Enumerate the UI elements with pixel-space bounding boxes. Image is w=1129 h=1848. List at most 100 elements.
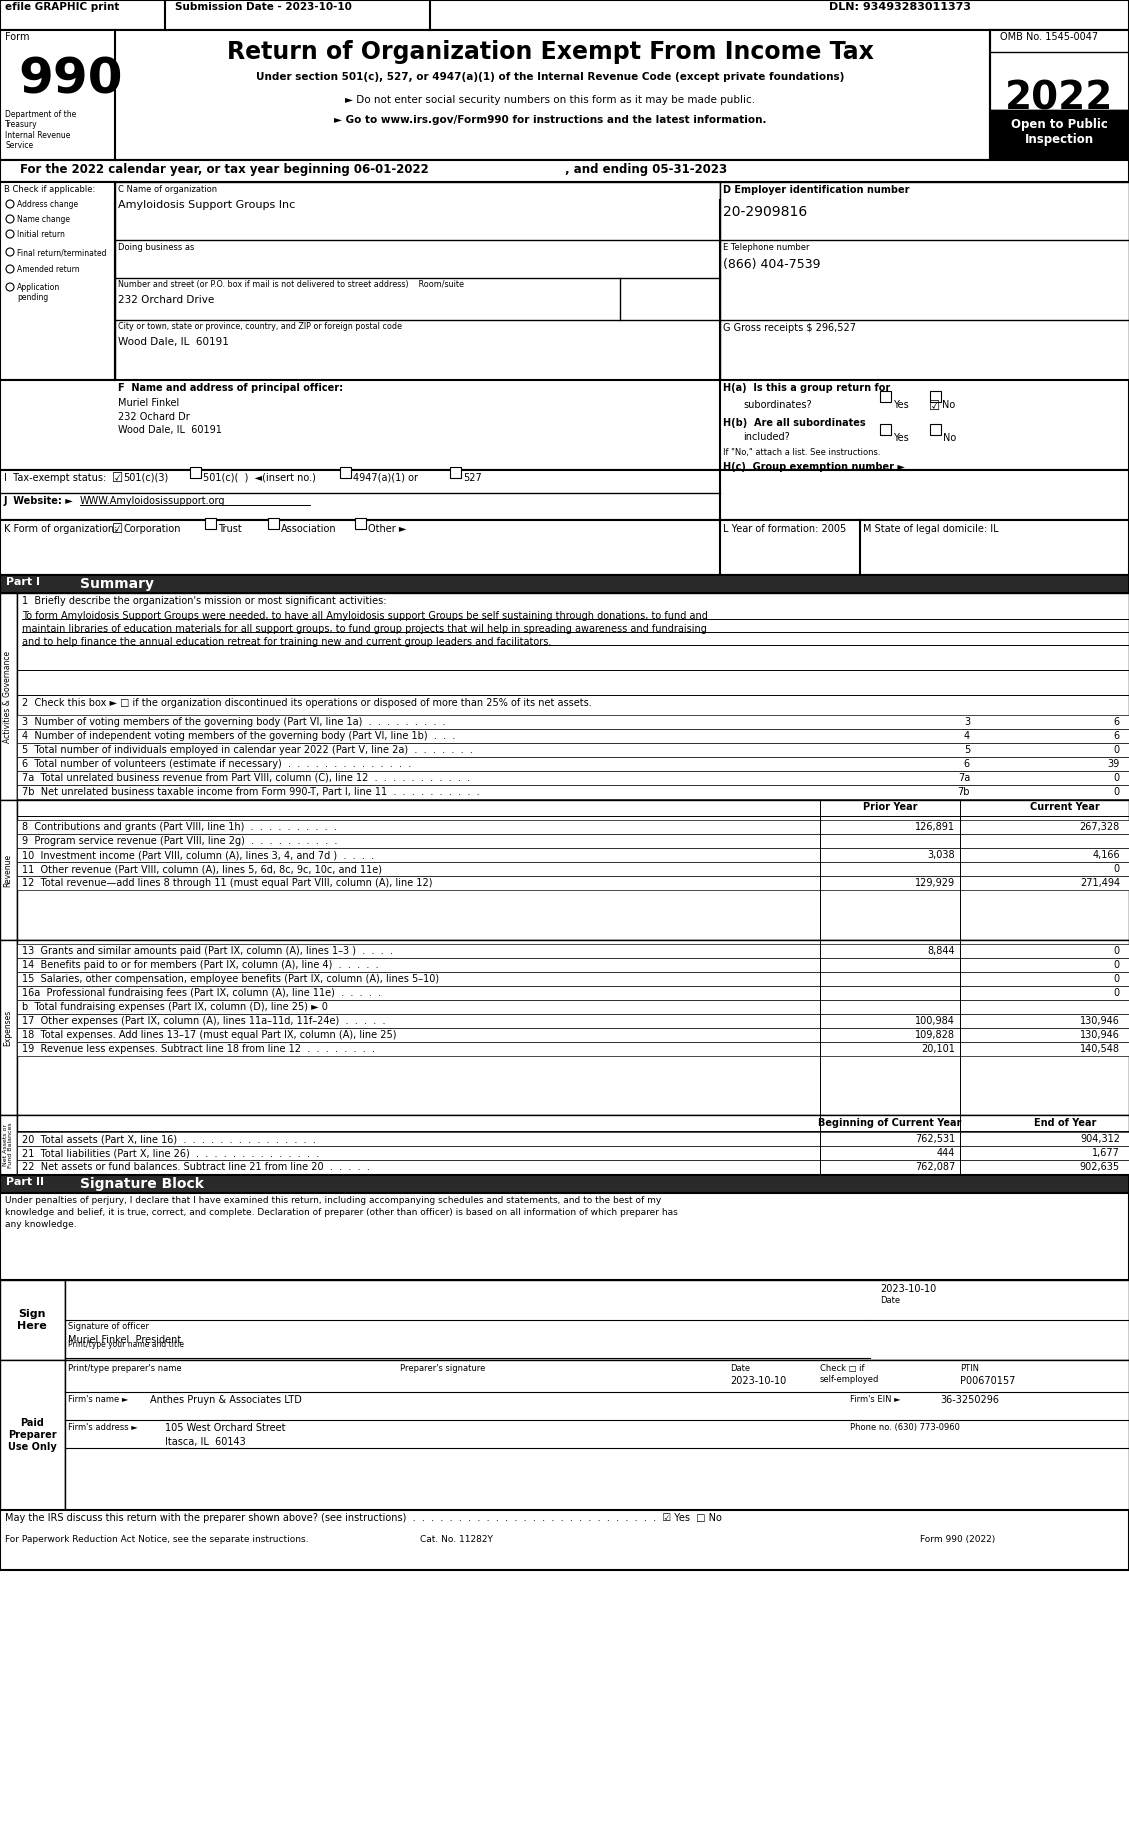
- Bar: [65, 1281, 1129, 1360]
- Text: 232 Ochard Dr: 232 Ochard Dr: [119, 412, 190, 421]
- Text: 7a  Total unrelated business revenue from Part VIII, column (C), line 12  .  .  : 7a Total unrelated business revenue from…: [21, 772, 470, 784]
- Text: Wood Dale, IL  60191: Wood Dale, IL 60191: [119, 425, 222, 434]
- Text: 21  Total liabilities (Part X, line 26)  .  .  .  .  .  .  .  .  .  .  .  .  .  : 21 Total liabilities (Part X, line 26) .…: [21, 1148, 320, 1159]
- Text: 1,677: 1,677: [1092, 1148, 1120, 1159]
- Text: 16a  Professional fundraising fees (Part IX, column (A), line 11e)  .  .  .  .  : 16a Professional fundraising fees (Part …: [21, 989, 382, 998]
- Text: 12  Total revenue—add lines 8 through 11 (must equal Part VIII, column (A), line: 12 Total revenue—add lines 8 through 11 …: [21, 878, 432, 889]
- Bar: [990, 30, 1129, 161]
- Text: E Telephone number: E Telephone number: [723, 242, 809, 251]
- Text: 0: 0: [1114, 946, 1120, 955]
- Text: G Gross receipts $ 296,527: G Gross receipts $ 296,527: [723, 323, 856, 333]
- Text: Muriel Finkel  President: Muriel Finkel President: [68, 1334, 182, 1345]
- Text: End of Year: End of Year: [1034, 1118, 1096, 1127]
- Text: PTIN: PTIN: [960, 1364, 979, 1373]
- Text: 9  Program service revenue (Part VIII, line 2g)  .  .  .  .  .  .  .  .  .  .: 9 Program service revenue (Part VIII, li…: [21, 835, 338, 846]
- Text: 990: 990: [18, 55, 123, 103]
- Bar: [17, 821, 1129, 833]
- Bar: [0, 941, 17, 1114]
- Text: 130,946: 130,946: [1080, 1016, 1120, 1026]
- Bar: [65, 1360, 1129, 1510]
- Bar: [17, 972, 1129, 987]
- Text: Beginning of Current Year: Beginning of Current Year: [819, 1118, 962, 1127]
- Text: subordinates?: subordinates?: [743, 399, 812, 410]
- Bar: [17, 833, 1129, 848]
- Text: 267,328: 267,328: [1079, 822, 1120, 832]
- Text: F  Name and address of principal officer:: F Name and address of principal officer:: [119, 383, 343, 394]
- Text: Current Year: Current Year: [1030, 802, 1100, 811]
- Bar: [355, 517, 366, 529]
- Bar: [17, 1000, 1129, 1015]
- Text: DLN: 93493283011373: DLN: 93493283011373: [829, 2, 971, 11]
- Text: L Year of formation: 2005: L Year of formation: 2005: [723, 525, 847, 534]
- Text: City or town, state or province, country, and ZIP or foreign postal code: City or town, state or province, country…: [119, 322, 402, 331]
- Text: 904,312: 904,312: [1080, 1135, 1120, 1144]
- Text: Form: Form: [5, 31, 29, 43]
- Text: 2023-10-10: 2023-10-10: [879, 1284, 936, 1294]
- Text: 6: 6: [1114, 732, 1120, 741]
- Text: For Paperwork Reduction Act Notice, see the separate instructions.: For Paperwork Reduction Act Notice, see …: [5, 1536, 308, 1543]
- Text: Submission Date - 2023-10-10: Submission Date - 2023-10-10: [175, 2, 352, 11]
- Text: 444: 444: [937, 1148, 955, 1159]
- Text: 4  Number of independent voting members of the governing body (Part VI, line 1b): 4 Number of independent voting members o…: [21, 732, 455, 741]
- Text: 100,984: 100,984: [916, 1016, 955, 1026]
- Text: Part I: Part I: [6, 577, 40, 588]
- Text: self-employed: self-employed: [820, 1375, 879, 1384]
- Text: 7b  Net unrelated business taxable income from Form 990-T, Part I, line 11  .  .: 7b Net unrelated business taxable income…: [21, 787, 480, 796]
- Text: K Form of organization:: K Form of organization:: [5, 525, 117, 534]
- Text: 0: 0: [1114, 989, 1120, 998]
- Text: 5: 5: [964, 745, 970, 756]
- Bar: [17, 728, 1129, 743]
- Text: Corporation: Corporation: [123, 525, 181, 534]
- Circle shape: [6, 264, 14, 274]
- Text: 1  Briefly describe the organization's mission or most significant activities:: 1 Briefly describe the organization's mi…: [21, 597, 386, 606]
- Text: 762,531: 762,531: [914, 1135, 955, 1144]
- Text: 17  Other expenses (Part IX, column (A), lines 11a–11d, 11f–24e)  .  .  .  .  .: 17 Other expenses (Part IX, column (A), …: [21, 1016, 385, 1026]
- Text: 7a: 7a: [957, 772, 970, 784]
- Circle shape: [6, 214, 14, 224]
- Text: H(b)  Are all subordinates: H(b) Are all subordinates: [723, 418, 866, 429]
- Bar: [17, 941, 1129, 1114]
- Text: No: No: [943, 432, 956, 444]
- Text: Part II: Part II: [6, 1177, 44, 1186]
- Circle shape: [6, 200, 14, 209]
- Text: Return of Organization Exempt From Income Tax: Return of Organization Exempt From Incom…: [227, 41, 874, 65]
- Text: WWW.Amyloidosissupport.org: WWW.Amyloidosissupport.org: [80, 495, 226, 506]
- Text: ► Do not enter social security numbers on this form as it may be made public.: ► Do not enter social security numbers o…: [345, 94, 755, 105]
- Text: Other ►: Other ►: [368, 525, 406, 534]
- Text: 0: 0: [1114, 865, 1120, 874]
- Circle shape: [6, 229, 14, 238]
- Text: 232 Orchard Drive: 232 Orchard Drive: [119, 296, 215, 305]
- Text: Initial return: Initial return: [17, 229, 64, 238]
- Bar: [990, 111, 1129, 161]
- Text: M State of legal domicile: IL: M State of legal domicile: IL: [863, 525, 999, 534]
- Bar: [17, 593, 1129, 800]
- Bar: [17, 848, 1129, 861]
- Text: B Check if applicable:: B Check if applicable:: [5, 185, 95, 194]
- Bar: [17, 957, 1129, 972]
- Text: Form 990 (2022): Form 990 (2022): [920, 1536, 996, 1543]
- Bar: [0, 30, 1129, 161]
- Text: ☑: ☑: [112, 471, 123, 484]
- Bar: [0, 593, 17, 800]
- Text: , and ending 05-31-2023: , and ending 05-31-2023: [564, 163, 727, 176]
- Text: To form Amyloidosis Support Groups were needed, to have all Amyloidosis support : To form Amyloidosis Support Groups were …: [21, 612, 708, 621]
- Text: 501(c)(  )  ◄(insert no.): 501(c)( ) ◄(insert no.): [203, 473, 316, 482]
- Bar: [17, 1133, 1129, 1146]
- Text: 762,087: 762,087: [914, 1162, 955, 1172]
- Circle shape: [6, 283, 14, 290]
- Text: Open to Public
Inspection: Open to Public Inspection: [1010, 118, 1108, 146]
- Text: efile GRAPHIC print: efile GRAPHIC print: [5, 2, 120, 11]
- Bar: [17, 800, 1129, 941]
- Text: J  Website: ►: J Website: ►: [5, 495, 73, 506]
- Text: For the 2022 calendar year, or tax year beginning 06-01-2022: For the 2022 calendar year, or tax year …: [20, 163, 429, 176]
- Bar: [115, 181, 720, 381]
- Bar: [930, 423, 940, 434]
- Text: Check □ if: Check □ if: [820, 1364, 865, 1373]
- Text: H(a)  Is this a group return for: H(a) Is this a group return for: [723, 383, 891, 394]
- Bar: [879, 392, 891, 403]
- Text: Amended return: Amended return: [17, 264, 80, 274]
- Text: 902,635: 902,635: [1079, 1162, 1120, 1172]
- Text: 2023-10-10: 2023-10-10: [730, 1377, 786, 1386]
- Bar: [720, 181, 1129, 381]
- Bar: [0, 1114, 17, 1175]
